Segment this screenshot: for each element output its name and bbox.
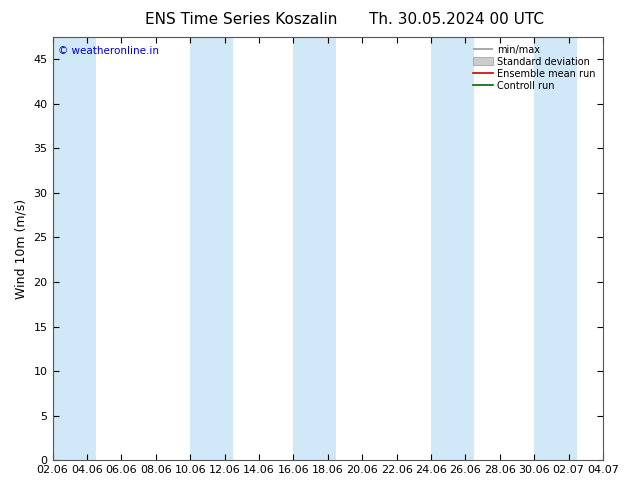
Text: © weatheronline.in: © weatheronline.in: [58, 46, 159, 55]
Bar: [294, 37, 337, 460]
Text: Th. 30.05.2024 00 UTC: Th. 30.05.2024 00 UTC: [369, 12, 544, 27]
Bar: [431, 37, 474, 460]
Bar: [53, 37, 96, 460]
Legend: min/max, Standard deviation, Ensemble mean run, Controll run: min/max, Standard deviation, Ensemble me…: [470, 42, 598, 94]
Y-axis label: Wind 10m (m/s): Wind 10m (m/s): [15, 198, 28, 299]
Text: ENS Time Series Koszalin: ENS Time Series Koszalin: [145, 12, 337, 27]
Bar: [190, 37, 233, 460]
Bar: [534, 37, 577, 460]
